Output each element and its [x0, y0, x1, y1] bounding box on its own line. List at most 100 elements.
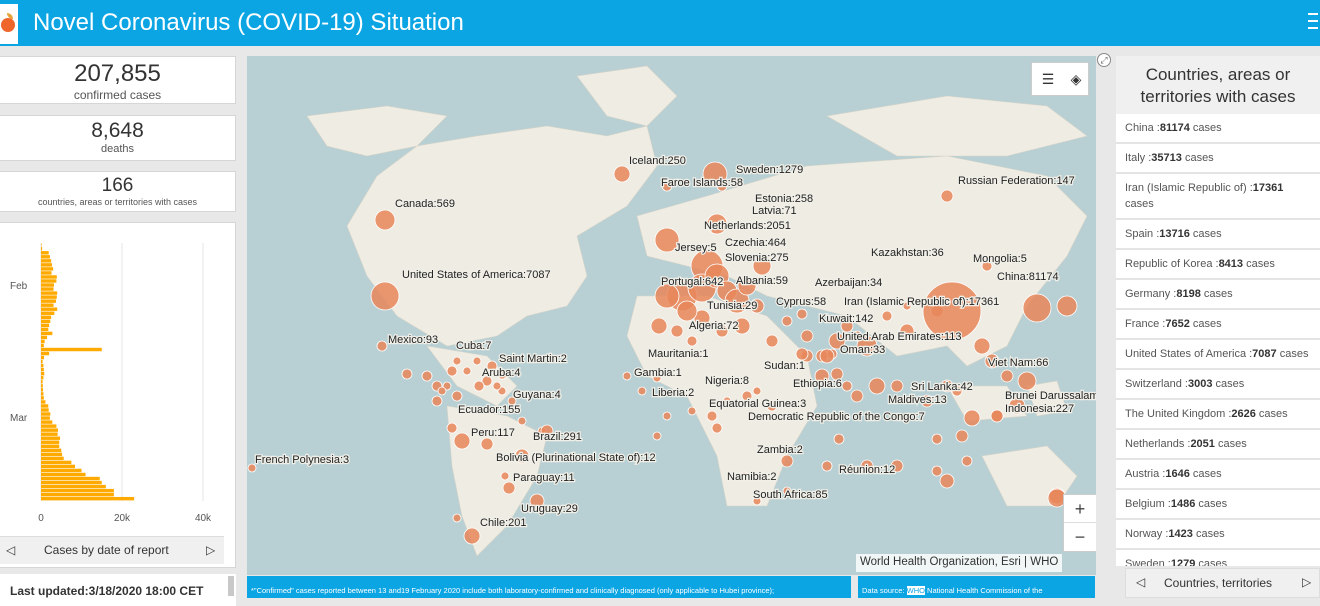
chart-bar[interactable] — [41, 416, 50, 420]
case-bubble[interactable] — [765, 334, 779, 348]
case-bubble[interactable] — [376, 340, 388, 352]
chart-bar[interactable] — [41, 372, 45, 376]
case-bubble[interactable] — [881, 310, 893, 322]
chart-bar[interactable] — [41, 396, 44, 400]
chart-bar[interactable] — [41, 335, 48, 340]
countries-next-button[interactable]: ▷ — [1302, 575, 1312, 589]
country-list-item[interactable]: France :7652 cases — [1116, 310, 1320, 340]
chart-bar[interactable] — [41, 291, 58, 295]
case-bubble[interactable] — [920, 394, 934, 408]
case-bubble[interactable] — [741, 390, 753, 402]
menu-icon[interactable] — [1308, 13, 1318, 31]
case-bubble[interactable] — [902, 301, 912, 311]
case-bubble[interactable] — [739, 471, 749, 481]
case-bubble[interactable] — [687, 406, 697, 416]
case-bubble[interactable] — [1008, 397, 1026, 415]
case-bubble[interactable] — [654, 227, 680, 253]
case-bubble[interactable] — [851, 330, 863, 342]
case-bubble[interactable] — [462, 366, 472, 376]
case-bubble[interactable] — [374, 209, 396, 231]
case-bubble[interactable] — [702, 161, 728, 187]
chart-bar[interactable] — [41, 359, 43, 364]
chart-bar[interactable] — [41, 303, 54, 307]
chart-bar[interactable] — [41, 400, 46, 404]
chart-bar[interactable] — [41, 287, 54, 291]
chart-bar[interactable] — [41, 440, 60, 444]
case-bubble[interactable] — [990, 409, 1004, 423]
case-bubble[interactable] — [890, 379, 904, 393]
chart-bar[interactable] — [41, 259, 52, 263]
who-link[interactable]: WHO — [906, 586, 925, 595]
case-bubble[interactable] — [973, 337, 991, 355]
case-bubble[interactable] — [421, 370, 433, 382]
case-bubble[interactable] — [661, 180, 673, 192]
case-bubble[interactable] — [622, 371, 632, 381]
case-bubble[interactable] — [473, 380, 485, 392]
case-bubble[interactable] — [752, 386, 762, 396]
chart-bar[interactable] — [41, 496, 135, 501]
case-bubble[interactable] — [480, 437, 494, 451]
chart-bar[interactable] — [41, 243, 42, 247]
case-bubble[interactable] — [828, 332, 846, 350]
case-bubble[interactable] — [749, 298, 765, 314]
case-bubble[interactable] — [496, 368, 508, 380]
case-bubble[interactable] — [931, 433, 943, 445]
chart-bar[interactable] — [41, 424, 57, 428]
country-list-item[interactable]: Norway :1423 cases — [1116, 520, 1320, 550]
case-bubble[interactable] — [922, 281, 982, 341]
chart-bar[interactable] — [41, 492, 114, 497]
case-bubble[interactable] — [940, 379, 954, 393]
countries-prev-button[interactable]: ◁ — [1136, 575, 1146, 589]
case-bubble[interactable] — [654, 283, 680, 309]
chart-prev-button[interactable]: ◁ — [6, 543, 16, 557]
case-bubble[interactable] — [899, 323, 915, 339]
case-bubble[interactable] — [814, 368, 830, 384]
case-bubble[interactable] — [676, 300, 698, 322]
case-bubble[interactable] — [514, 448, 530, 464]
chart-bar[interactable] — [41, 327, 49, 332]
chart-bar[interactable] — [41, 315, 52, 319]
chart-bar[interactable] — [41, 283, 54, 287]
scrollbar[interactable] — [228, 576, 234, 596]
zoom-out-button[interactable]: − — [1074, 527, 1086, 547]
country-list-item[interactable]: Sweden :1279 cases — [1116, 550, 1320, 566]
case-bubble[interactable] — [868, 377, 886, 395]
chart-bar[interactable] — [41, 412, 51, 416]
case-bubble[interactable] — [1022, 293, 1052, 323]
country-list-item[interactable]: Italy :35713 cases — [1116, 144, 1320, 174]
chart-bar[interactable] — [41, 444, 60, 448]
zoom-in-button[interactable]: + — [1064, 495, 1096, 523]
case-bubble[interactable] — [507, 396, 517, 406]
chart-bar[interactable] — [41, 251, 49, 255]
chart-bar[interactable] — [41, 388, 44, 392]
country-list-item[interactable]: Germany :8198 cases — [1116, 280, 1320, 310]
case-bubble[interactable] — [860, 459, 874, 473]
case-bubble[interactable] — [819, 348, 835, 364]
chart-bar[interactable] — [41, 351, 50, 356]
case-bubble[interactable] — [1056, 295, 1078, 317]
case-bubble[interactable] — [833, 433, 845, 445]
chart-bar[interactable] — [41, 331, 53, 336]
chart-bar[interactable] — [41, 380, 43, 384]
legend-list-icon[interactable]: ☰ — [1041, 71, 1055, 87]
chart-bar[interactable] — [41, 448, 62, 453]
case-bubble[interactable] — [984, 353, 1000, 369]
case-bubble[interactable] — [722, 396, 732, 406]
case-bubble[interactable] — [500, 471, 510, 481]
case-bubble[interactable] — [452, 356, 462, 366]
case-bubble[interactable] — [1000, 369, 1014, 383]
case-bubble[interactable] — [451, 390, 463, 402]
case-bubble[interactable] — [453, 432, 471, 450]
case-bubble[interactable] — [796, 308, 808, 320]
chart-bar[interactable] — [41, 279, 57, 283]
case-bubble[interactable] — [540, 424, 554, 438]
case-bubble[interactable] — [766, 400, 778, 412]
case-bubble[interactable] — [431, 395, 443, 407]
case-bubble[interactable] — [481, 375, 493, 387]
case-bubble[interactable] — [370, 281, 400, 311]
case-bubble[interactable] — [502, 481, 516, 495]
chart-bar[interactable] — [41, 367, 44, 372]
chart-bar[interactable] — [41, 472, 86, 477]
chart-bar[interactable] — [41, 275, 57, 279]
case-bubble[interactable] — [782, 486, 792, 496]
